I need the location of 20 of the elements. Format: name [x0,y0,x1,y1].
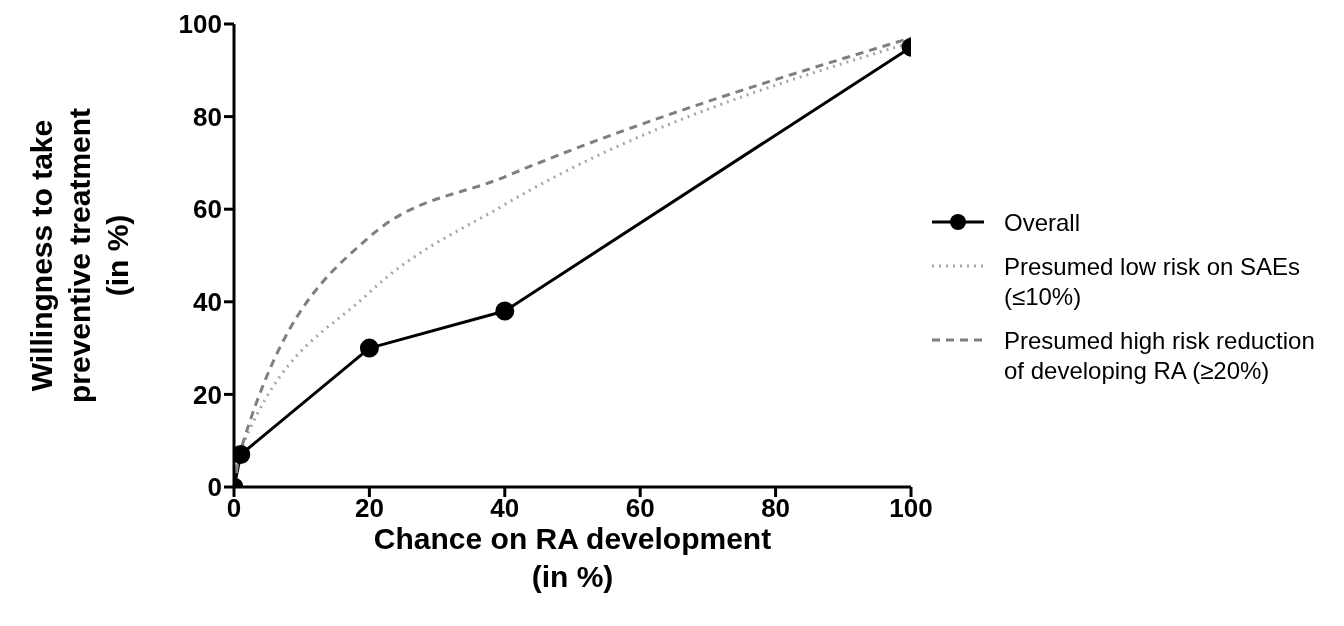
y-tick-label: 80 [193,101,222,132]
legend-label: Overall [1004,208,1081,238]
x-tick-label: 40 [490,493,520,524]
legend-label: Presumed low risk on SAEs (≤10%) [1004,252,1302,312]
legend-label: Presumed high risk reduction of developing RA (≥20%) [1004,326,1316,386]
y-axis-title: Willingness to take preventive treatment (in %) [25,107,134,404]
x-axis-title: Chance on RA development (in %) [373,522,772,593]
point [495,301,515,321]
y-tick-label: 100 [178,9,222,40]
x-tick-label: 20 [354,493,384,524]
x-tick-label: 80 [761,493,791,524]
x-tick-label: 60 [625,493,655,524]
x-tick-label: 0 [226,493,242,524]
y-tick-label: 0 [207,472,222,503]
y-tick-label: 20 [193,379,222,410]
point [234,445,251,465]
x-tick-label: 100 [889,493,933,524]
y-tick-label: 60 [193,194,222,225]
y-tick-label: 40 [193,287,222,318]
point [359,338,379,358]
